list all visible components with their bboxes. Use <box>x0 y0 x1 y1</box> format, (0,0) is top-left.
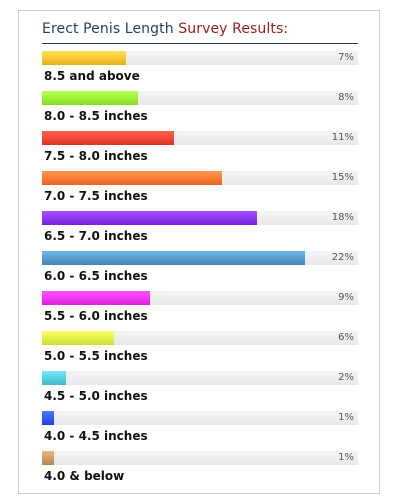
category-label: 6.5 - 7.0 inches <box>44 229 148 243</box>
bar <box>42 91 138 105</box>
bar-track: 9% <box>42 291 358 305</box>
bar-row: 7% 8.5 and above <box>42 51 358 91</box>
bar <box>42 171 222 185</box>
bar-track: 11% <box>42 131 358 145</box>
category-label: 8.5 and above <box>44 69 140 83</box>
bar <box>42 211 257 225</box>
value-label: 6% <box>338 332 354 343</box>
category-label: 5.5 - 6.0 inches <box>44 309 148 323</box>
category-label: 5.0 - 5.5 inches <box>44 349 148 363</box>
title-divider <box>42 43 358 44</box>
bar-track: 1% <box>42 451 358 465</box>
bar <box>42 291 150 305</box>
bar-row: 15% 7.0 - 7.5 inches <box>42 171 358 211</box>
bar-track: 15% <box>42 171 358 185</box>
value-label: 22% <box>331 252 354 263</box>
value-label: 1% <box>338 412 354 423</box>
value-label: 7% <box>338 52 354 63</box>
category-label: 4.0 & below <box>44 469 125 483</box>
bar-track: 2% <box>42 371 358 385</box>
value-label: 2% <box>338 372 354 383</box>
value-label: 9% <box>338 292 354 303</box>
bar-row: 22% 6.0 - 6.5 inches <box>42 251 358 291</box>
bar-track: 7% <box>42 51 358 65</box>
bar-track: 22% <box>42 251 358 265</box>
bar-track: 8% <box>42 91 358 105</box>
bar-row: 6% 5.0 - 5.5 inches <box>42 331 358 371</box>
chart-title: Erect Penis Length Survey Results: <box>42 21 288 37</box>
bar-row: 11% 7.5 - 8.0 inches <box>42 131 358 171</box>
bar-track: 1% <box>42 411 358 425</box>
bar <box>42 371 66 385</box>
bar-track: 18% <box>42 211 358 225</box>
category-label: 7.5 - 8.0 inches <box>44 149 148 163</box>
bar-row: 2% 4.5 - 5.0 inches <box>42 371 358 411</box>
survey-panel: Erect Penis Length Survey Results: 7% 8.5… <box>18 10 380 494</box>
bar <box>42 131 174 145</box>
category-label: 7.0 - 7.5 inches <box>44 189 148 203</box>
bar-track: 6% <box>42 331 358 345</box>
category-label: 4.0 - 4.5 inches <box>44 429 148 443</box>
bar <box>42 411 54 425</box>
chart-title-part1: Erect Penis Length <box>42 21 174 37</box>
bar-row: 9% 5.5 - 6.0 inches <box>42 291 358 331</box>
bar <box>42 251 305 265</box>
bar-row: 1% 4.0 - 4.5 inches <box>42 411 358 451</box>
bar <box>42 51 126 65</box>
value-label: 8% <box>338 92 354 103</box>
bar-row: 1% 4.0 & below <box>42 451 358 491</box>
category-label: 4.5 - 5.0 inches <box>44 389 148 403</box>
bar <box>42 451 54 465</box>
value-label: 1% <box>338 452 354 463</box>
bar-row: 18% 6.5 - 7.0 inches <box>42 211 358 251</box>
value-label: 18% <box>331 212 354 223</box>
category-label: 8.0 - 8.5 inches <box>44 109 148 123</box>
value-label: 11% <box>331 132 354 143</box>
bar <box>42 331 114 345</box>
value-label: 15% <box>331 172 354 183</box>
chart-title-part2: Survey Results: <box>178 21 289 37</box>
category-label: 6.0 - 6.5 inches <box>44 269 148 283</box>
bar-row: 8% 8.0 - 8.5 inches <box>42 91 358 131</box>
